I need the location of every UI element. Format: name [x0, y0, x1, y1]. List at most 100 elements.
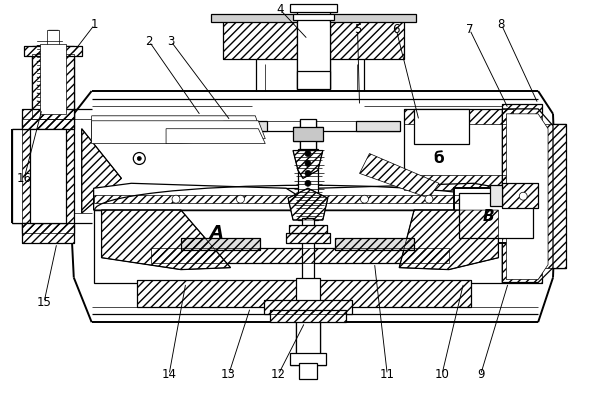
Bar	[94, 210, 502, 283]
Bar	[94, 195, 502, 203]
Bar	[24, 47, 82, 56]
Bar	[293, 14, 334, 20]
Bar	[297, 18, 330, 89]
Bar	[151, 248, 449, 263]
Bar	[181, 238, 260, 250]
Bar	[32, 54, 74, 119]
Bar	[356, 121, 400, 131]
Text: В: В	[482, 209, 494, 224]
Circle shape	[305, 160, 311, 166]
Bar	[223, 18, 297, 59]
Text: 7: 7	[466, 23, 473, 36]
Bar	[502, 104, 542, 283]
Bar	[290, 4, 337, 12]
Circle shape	[172, 195, 180, 203]
Bar	[454, 188, 538, 243]
Bar	[502, 183, 538, 208]
Polygon shape	[502, 109, 553, 283]
Bar	[289, 225, 327, 233]
Text: 3: 3	[167, 35, 175, 48]
Bar	[40, 45, 66, 114]
Text: 8: 8	[498, 18, 505, 31]
Bar	[223, 121, 267, 131]
Text: 9: 9	[477, 368, 484, 381]
Bar	[502, 104, 542, 283]
Bar	[22, 119, 74, 233]
Bar	[414, 109, 469, 144]
Bar	[181, 238, 260, 250]
Bar	[490, 185, 502, 206]
Text: 14: 14	[161, 368, 176, 381]
Bar	[22, 223, 74, 243]
Bar	[296, 277, 320, 357]
Circle shape	[305, 150, 311, 156]
Bar	[264, 300, 352, 314]
Circle shape	[137, 156, 141, 160]
Text: 12: 12	[271, 368, 286, 381]
Text: 13: 13	[221, 368, 236, 381]
Polygon shape	[166, 129, 265, 144]
Bar	[459, 193, 533, 238]
Polygon shape	[399, 210, 499, 269]
Bar	[22, 109, 74, 129]
Bar	[538, 124, 566, 267]
Text: б: б	[434, 151, 444, 166]
Bar	[264, 300, 352, 314]
Bar	[286, 233, 330, 243]
Bar	[223, 18, 297, 59]
Text: 1: 1	[91, 18, 98, 31]
Bar	[30, 129, 66, 223]
Bar	[335, 238, 414, 250]
Text: А: А	[209, 224, 223, 242]
Text: 4: 4	[277, 3, 284, 16]
Bar	[404, 176, 514, 190]
Bar	[94, 188, 502, 210]
Bar	[24, 47, 82, 56]
Text: 6: 6	[392, 23, 400, 36]
Text: 11: 11	[380, 368, 395, 381]
Bar	[137, 279, 470, 307]
Circle shape	[133, 152, 145, 164]
Bar	[330, 18, 404, 59]
Circle shape	[305, 170, 311, 176]
Bar	[293, 127, 323, 140]
Text: 5: 5	[354, 23, 361, 36]
Bar	[270, 310, 346, 322]
Polygon shape	[288, 188, 328, 220]
Polygon shape	[92, 121, 265, 144]
Bar	[502, 183, 538, 208]
Bar	[270, 310, 346, 322]
Bar	[297, 71, 330, 89]
Text: 16: 16	[17, 172, 32, 185]
Polygon shape	[293, 150, 323, 178]
Polygon shape	[92, 116, 260, 139]
Bar	[286, 233, 330, 243]
Bar	[299, 363, 317, 379]
Circle shape	[361, 195, 368, 203]
Bar	[137, 279, 470, 307]
Polygon shape	[359, 154, 439, 198]
Bar	[302, 218, 314, 307]
Bar	[151, 248, 449, 263]
Bar	[298, 148, 318, 220]
Text: 2: 2	[145, 35, 153, 48]
Bar	[12, 129, 32, 223]
Bar	[300, 119, 316, 150]
Bar	[404, 109, 514, 124]
Bar	[211, 14, 297, 21]
Circle shape	[236, 195, 244, 203]
Polygon shape	[506, 114, 548, 279]
Bar	[22, 109, 74, 129]
Circle shape	[305, 180, 311, 186]
Bar	[290, 353, 326, 365]
Bar	[22, 119, 74, 233]
Bar	[335, 238, 414, 250]
Polygon shape	[82, 129, 121, 213]
Bar	[32, 54, 74, 119]
Circle shape	[519, 192, 527, 200]
Bar	[22, 223, 74, 243]
Polygon shape	[94, 183, 502, 210]
Bar	[47, 29, 59, 47]
Polygon shape	[101, 210, 230, 269]
Text: 15: 15	[37, 296, 52, 309]
